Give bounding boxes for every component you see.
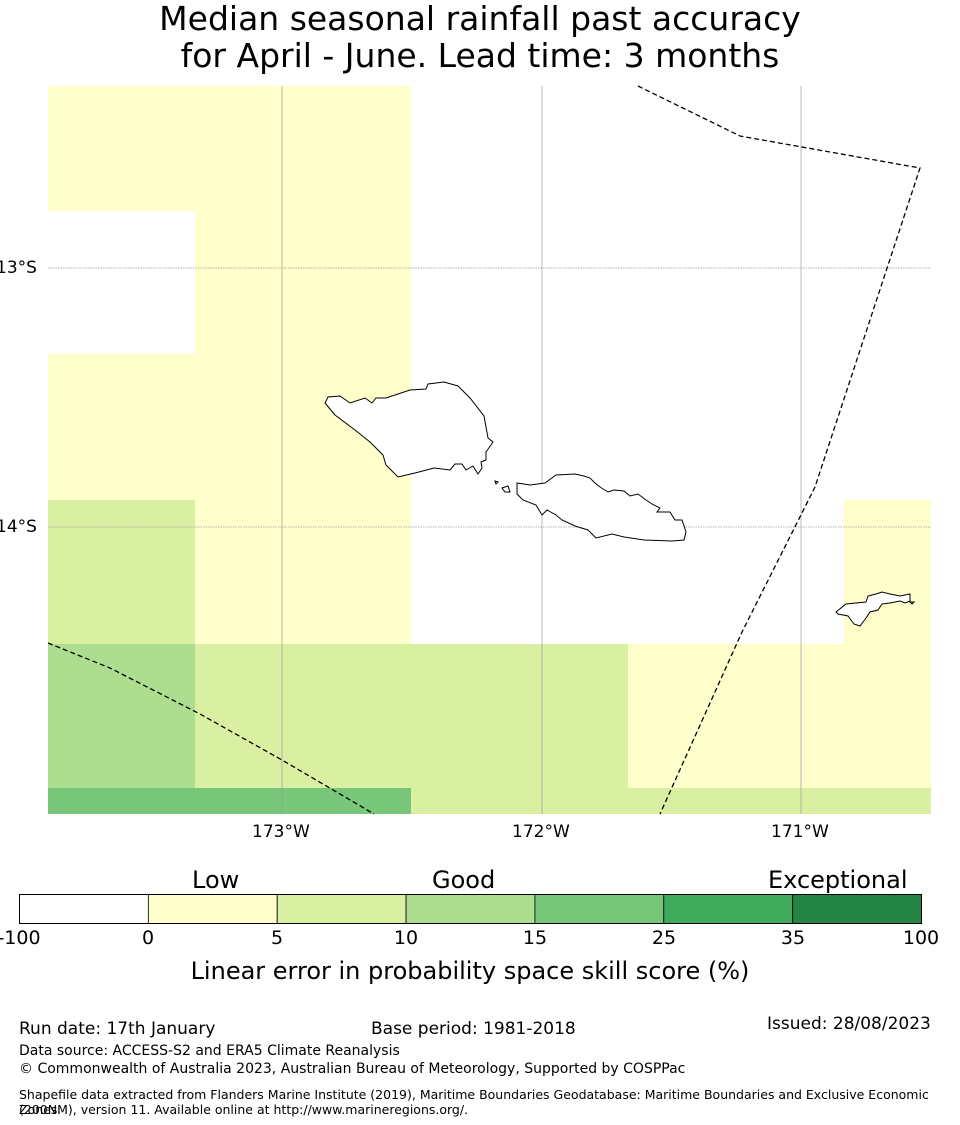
grid-cell-low (48, 354, 195, 500)
colorbar (19, 894, 922, 924)
colorbar-bins (19, 894, 922, 924)
grid-cell-5-10 (48, 500, 195, 644)
colorbar-tick: 25 (651, 927, 677, 949)
colorbar-category-low: Low (192, 866, 240, 894)
shapefile-credit-line1: Shapefile data extracted from Flanders M… (19, 1087, 929, 1117)
aunuu-islet (908, 601, 916, 605)
map-title-line2: for April - June. Lead time: 3 months (180, 36, 780, 75)
grid-cell-15-25 (48, 788, 411, 814)
lat-label-14s: 14°S (0, 517, 37, 537)
colorbar-label: Linear error in probability space skill … (190, 957, 750, 985)
rainfall-accuracy-map (47, 85, 931, 815)
upolu-island (516, 473, 687, 542)
grid-cell-5-10 (195, 644, 628, 788)
apolima-islet (494, 480, 499, 485)
colorbar-tick: 0 (141, 927, 155, 949)
grid-cell-low (628, 644, 931, 788)
lon-label-171w: 171°W (771, 822, 829, 842)
eez-boundary-north (637, 85, 921, 815)
colorbar-bin (276, 894, 407, 924)
lat-label-13s: 13°S (0, 258, 37, 278)
tutuila-island (835, 591, 911, 627)
skill-grid (48, 86, 931, 814)
colorbar-category-good: Good (432, 866, 496, 894)
colorbar-tick: 5 (270, 927, 284, 949)
colorbar-tick: -100 (0, 927, 41, 949)
colorbar-bin (663, 894, 794, 924)
shapefile-credit-line2: (200NM), version 11. Available online at… (19, 1102, 469, 1117)
colorbar-tick: 35 (780, 927, 806, 949)
copyright: © Commonwealth of Australia 2023, Austra… (19, 1061, 686, 1077)
map-title-line1: Median seasonal rainfall past accuracy (159, 0, 801, 38)
graticule (48, 267, 931, 528)
grid-cell-10-15 (48, 644, 195, 788)
manono-islet (501, 485, 511, 493)
meridians (281, 86, 802, 814)
base-period: Base period: 1981-2018 (371, 1019, 576, 1039)
islands (324, 381, 916, 627)
savaii-island (324, 381, 494, 478)
lon-label-173w: 173°W (252, 822, 310, 842)
grid-cell-low (195, 86, 411, 644)
run-date: Run date: 17th January (19, 1019, 216, 1039)
colorbar-bin (147, 894, 278, 924)
colorbar-category-exceptional: Exceptional (768, 866, 908, 894)
colorbar-tick: 15 (522, 927, 548, 949)
colorbar-frame (19, 894, 922, 924)
eez-boundary-southwest (47, 642, 375, 815)
eez-boundaries (47, 85, 921, 815)
data-source: Data source: ACCESS-S2 and ERA5 Climate … (19, 1043, 400, 1059)
issued-date: Issued: 28/08/2023 (767, 1014, 931, 1034)
colorbar-bin (534, 894, 665, 924)
grid-cell-low (48, 86, 195, 211)
colorbar-tick: 100 (902, 927, 940, 949)
colorbar-bin (405, 894, 536, 924)
colorbar-bin (19, 894, 149, 924)
grid-cell-5-10 (411, 788, 931, 814)
colorbar-bin (792, 894, 922, 924)
colorbar-tick: 10 (393, 927, 419, 949)
lon-label-172w: 172°W (512, 822, 570, 842)
